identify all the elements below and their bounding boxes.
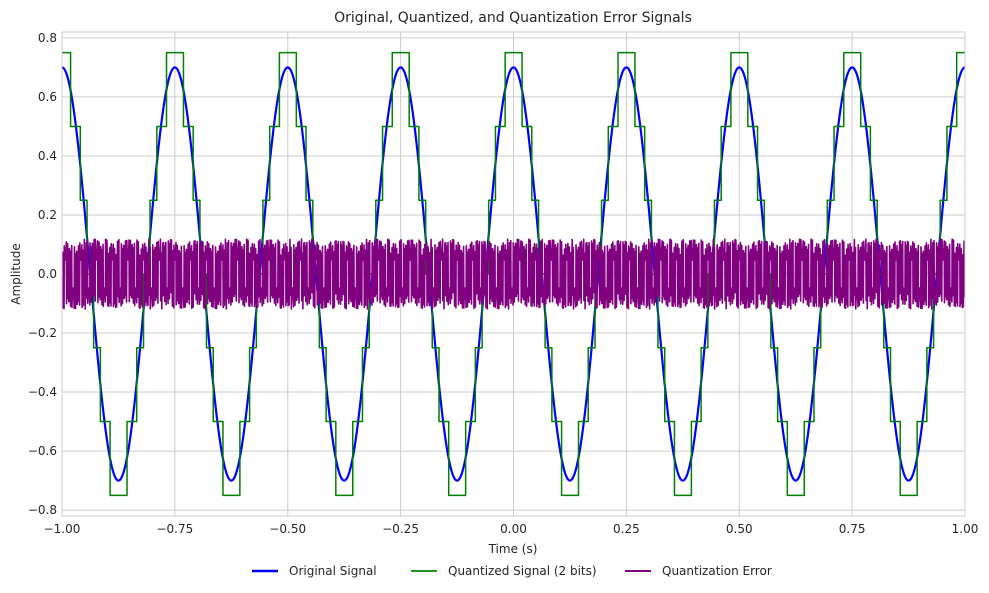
y-tick-label: −0.8 [28, 503, 57, 517]
y-tick-label: 0.8 [38, 31, 57, 45]
x-tick-label: −1.00 [44, 522, 81, 536]
y-tick-label: −0.6 [28, 444, 57, 458]
plot-frame [61, 31, 966, 517]
y-tick-labels: −0.8 −0.6 −0.4 −0.2 0.0 0.2 0.4 0.6 0.8 [28, 31, 57, 517]
y-tick-label: 0.4 [38, 149, 57, 163]
legend: Original Signal Quantized Signal (2 bits)… [252, 564, 772, 578]
x-axis-label: Time (s) [488, 542, 538, 556]
y-axis-label: Amplitude [9, 243, 23, 305]
y-tick-label: −0.2 [28, 326, 57, 340]
y-tick-label: 0.0 [38, 267, 57, 281]
x-tick-label: −0.25 [382, 522, 419, 536]
legend-label: Quantization Error [662, 564, 772, 578]
x-tick-label: 0.75 [839, 522, 866, 536]
series-line-3 [62, 238, 965, 310]
y-tick-label: 0.6 [38, 90, 57, 104]
x-tick-label: 1.00 [952, 522, 979, 536]
x-tick-label: −0.75 [156, 522, 193, 536]
x-tick-label: 0.50 [726, 522, 753, 536]
legend-label: Original Signal [289, 564, 377, 578]
legend-label: Quantized Signal (2 bits) [448, 564, 597, 578]
x-tick-labels: −1.00 −0.75 −0.50 −0.25 0.00 0.25 0.50 0.75 1.00 [44, 522, 979, 536]
series-line-2 [62, 51, 965, 497]
chart-title: Original, Quantized, and Quantization Er… [334, 10, 692, 26]
y-tick-label: −0.4 [28, 385, 57, 399]
plot-lines [62, 51, 965, 497]
x-tick-label: −0.50 [269, 522, 306, 536]
x-tick-label: 0.25 [613, 522, 640, 536]
x-tick-label: 0.00 [500, 522, 527, 536]
y-tick-label: 0.2 [38, 208, 57, 222]
